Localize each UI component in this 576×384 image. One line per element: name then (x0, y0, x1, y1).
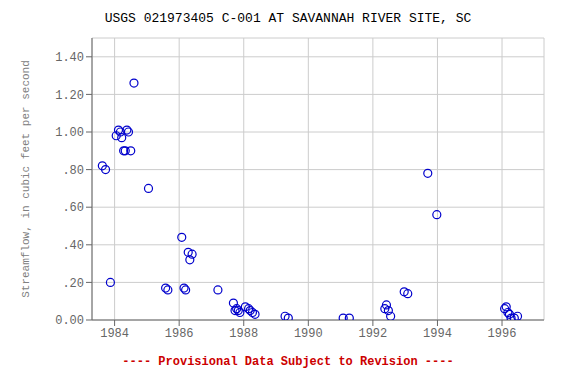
svg-text:.20: .20 (62, 277, 84, 291)
svg-text:0.00: 0.00 (55, 314, 84, 328)
svg-text:1.00: 1.00 (55, 126, 84, 140)
svg-text:1984: 1984 (100, 327, 129, 341)
svg-text:1992: 1992 (358, 327, 387, 341)
svg-text:Streamflow, in cubic feet per: Streamflow, in cubic feet per second (20, 60, 32, 298)
html-text:---- Provisional Data Subject: ---- Provisional Data Subject to Revisio… (122, 355, 454, 369)
svg-text:.60: .60 (62, 201, 84, 215)
svg-text:1.20: 1.20 (55, 89, 84, 103)
svg-text:1986: 1986 (165, 327, 194, 341)
svg-text:1.40: 1.40 (55, 51, 84, 65)
svg-text:1990: 1990 (294, 327, 323, 341)
svg-text:1994: 1994 (423, 327, 452, 341)
svg-text:1988: 1988 (229, 327, 258, 341)
svg-text:.40: .40 (62, 239, 84, 253)
svg-text:.80: .80 (62, 164, 84, 178)
html-text:USGS 021973405 C-001 AT SAVANN: USGS 021973405 C-001 AT SAVANNAH RIVER S… (104, 11, 472, 26)
svg-text:1996: 1996 (488, 327, 517, 341)
